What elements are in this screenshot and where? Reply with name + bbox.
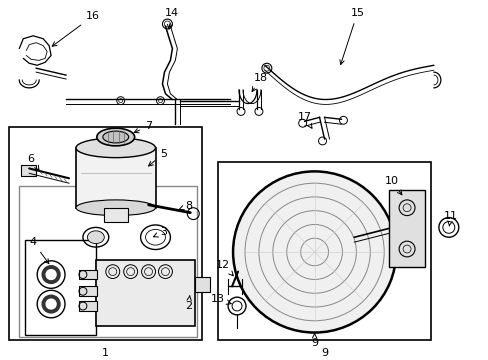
- Bar: [103, 208, 127, 222]
- Text: 14: 14: [164, 8, 178, 29]
- Bar: [19, 186, 197, 337]
- Text: 11: 11: [443, 211, 457, 226]
- Circle shape: [233, 171, 395, 333]
- Text: 9: 9: [310, 333, 318, 348]
- Bar: [21, 165, 36, 176]
- Text: 12: 12: [216, 260, 233, 276]
- Text: 8: 8: [179, 201, 191, 211]
- Bar: [96, 260, 195, 326]
- Bar: [9, 127, 202, 341]
- Bar: [79, 286, 97, 296]
- Bar: [79, 301, 97, 311]
- Circle shape: [42, 295, 60, 313]
- Text: 15: 15: [339, 8, 364, 64]
- Text: 17: 17: [297, 112, 311, 128]
- Circle shape: [46, 270, 56, 279]
- Circle shape: [42, 266, 60, 283]
- Text: 10: 10: [385, 176, 401, 195]
- Bar: [25, 240, 96, 336]
- Text: 18: 18: [252, 73, 267, 91]
- Text: 2: 2: [184, 296, 191, 311]
- Text: 1: 1: [102, 348, 109, 358]
- Ellipse shape: [102, 131, 128, 143]
- Text: 13: 13: [211, 294, 231, 304]
- Text: 16: 16: [52, 11, 100, 46]
- Ellipse shape: [97, 128, 134, 146]
- Circle shape: [46, 299, 56, 309]
- Bar: [76, 148, 155, 208]
- Bar: [218, 162, 430, 341]
- Text: 7: 7: [134, 121, 152, 133]
- Ellipse shape: [87, 231, 104, 244]
- Bar: [79, 270, 97, 279]
- Text: 4: 4: [30, 237, 49, 264]
- Text: 5: 5: [148, 149, 166, 166]
- Text: 6: 6: [28, 154, 39, 170]
- Ellipse shape: [76, 138, 155, 158]
- Text: 9: 9: [320, 348, 327, 358]
- Ellipse shape: [76, 200, 155, 216]
- Bar: [388, 190, 424, 267]
- Bar: [195, 276, 210, 292]
- Text: 3: 3: [153, 227, 166, 237]
